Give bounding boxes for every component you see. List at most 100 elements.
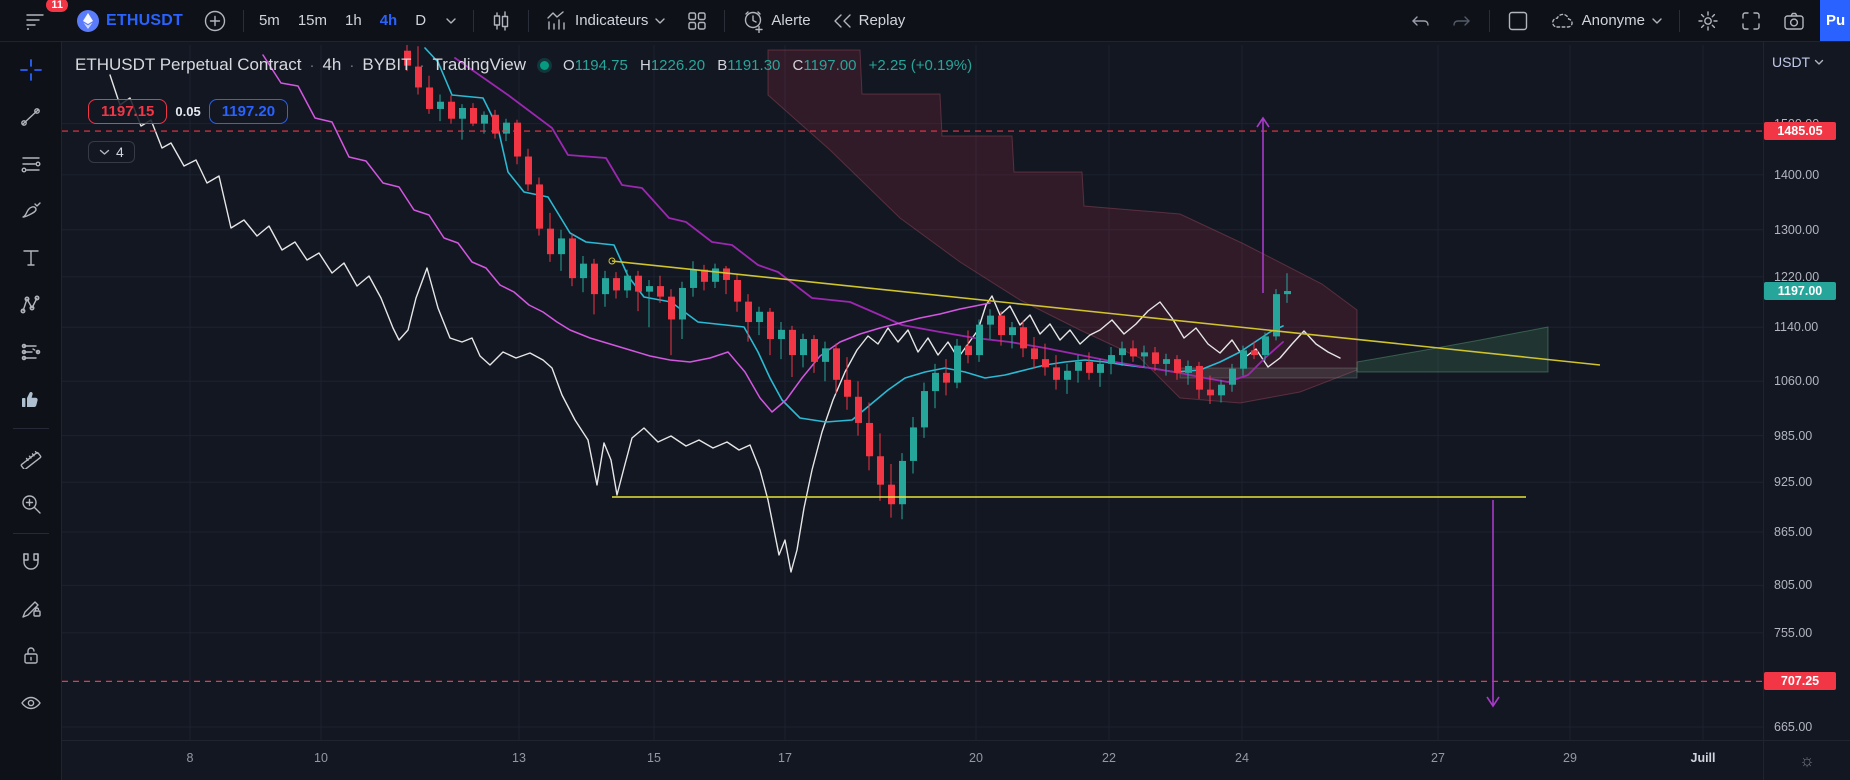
forecast-tool-button[interactable] — [12, 333, 50, 371]
drawing-toolbar — [0, 42, 62, 780]
toolbar-separator — [473, 9, 475, 32]
candle-body — [426, 87, 433, 109]
timeframe-expand-button[interactable] — [435, 6, 467, 36]
candle-body — [1196, 365, 1203, 390]
publish-button[interactable]: Pu — [1820, 0, 1850, 41]
snapshot-button[interactable] — [1772, 6, 1816, 36]
layout-panel-button[interactable] — [1496, 6, 1540, 36]
redo-icon — [1451, 12, 1473, 30]
axis-settings-corner[interactable]: ☼ — [1763, 740, 1850, 780]
compare-add-button[interactable] — [193, 6, 237, 36]
candle-body — [404, 50, 411, 66]
timeframe-4h[interactable]: 4h — [379, 12, 398, 29]
hamburger-menu-icon — [24, 11, 46, 31]
chart-style-button[interactable] — [480, 6, 522, 36]
magnet-tool-button[interactable] — [12, 543, 50, 581]
timeframe-5m[interactable]: 5m — [258, 12, 280, 29]
alert-label: Alerte — [771, 12, 811, 29]
settings-button[interactable] — [1686, 6, 1730, 36]
candle-body — [1240, 350, 1247, 369]
ohlc-readout: O1194.75 H1226.20 B1191.30 C1197.00 +2.2… — [563, 56, 973, 74]
candle-body — [701, 269, 708, 282]
trend-line-tool-button[interactable] — [12, 98, 50, 136]
candle-body — [899, 460, 906, 505]
fib-retracement-tool-button[interactable] — [12, 145, 50, 183]
cloud-account-button[interactable]: Anonyme — [1540, 6, 1673, 36]
candle-body — [580, 263, 587, 279]
timeframe-1h[interactable]: 1h — [345, 12, 362, 29]
bars-pattern-dropdown[interactable]: 4 — [88, 141, 135, 163]
text-tool-tool-button[interactable] — [12, 239, 50, 277]
price-tick: 985.00 — [1774, 428, 1813, 443]
descending-trendline[interactable] — [611, 260, 1601, 366]
ruler-tool-button[interactable] — [12, 438, 50, 476]
candle-body — [811, 339, 818, 362]
candle-body — [1273, 294, 1280, 337]
thumb-up-tool-button[interactable] — [12, 380, 50, 418]
alert-button[interactable]: Alerte — [731, 6, 820, 36]
brightness-icon: ☼ — [1799, 750, 1815, 770]
hide-all-tool-button[interactable] — [12, 684, 50, 722]
price-axis[interactable]: USDT 1500.001400.001300.001220.001140.00… — [1763, 42, 1850, 740]
time-axis[interactable]: 8 10 13 15 17 20 22 24 27 29 Juill — [62, 740, 1763, 780]
indicators-button[interactable]: Indicateurs — [535, 6, 676, 36]
kumo-bearish — [767, 49, 1358, 404]
replay-button[interactable]: Replay — [821, 6, 916, 36]
time-tick-15: 15 — [647, 751, 661, 765]
currency-selector[interactable]: USDT — [1772, 54, 1824, 70]
timeframe-15m[interactable]: 15m — [297, 12, 327, 29]
sell-bid-button[interactable]: 1197.15 — [88, 99, 168, 124]
time-tick-29: 29 — [1563, 751, 1577, 765]
toolbar-separator — [1488, 9, 1490, 32]
undo-button[interactable] — [1399, 6, 1441, 36]
candle-body — [459, 107, 466, 119]
top-toolbar: 11 ETHUSDT 5m 15m 1h 4h D — [0, 0, 1850, 42]
timeframe-D[interactable]: D — [415, 12, 427, 29]
price-label-1197.00: 1197.00 — [1764, 282, 1836, 301]
down-arrow[interactable] — [1486, 500, 1500, 708]
candle-body — [789, 329, 796, 356]
cursor-crosshair-tool-button[interactable] — [12, 51, 50, 89]
fullscreen-button[interactable] — [1730, 6, 1772, 36]
symbol-button[interactable]: ETHUSDT — [66, 6, 193, 36]
market-status-dot[interactable] — [540, 60, 550, 70]
candle-body — [998, 315, 1005, 336]
brush-tool-button[interactable] — [12, 192, 50, 230]
trendline-anchor[interactable] — [608, 257, 616, 265]
thumb-up-icon — [19, 387, 43, 411]
candle-body — [1031, 348, 1038, 360]
candlestick-style-icon — [490, 10, 512, 32]
comparison-line — [109, 74, 1341, 573]
drawing-mode-lock-tool-button[interactable] — [12, 590, 50, 628]
zoom-in-tool-button[interactable] — [12, 485, 50, 523]
price-label-707.25: 707.25 — [1764, 672, 1836, 691]
candle-body — [943, 372, 950, 383]
price-tick: 865.00 — [1774, 525, 1813, 539]
candle-body — [1174, 359, 1181, 373]
toolbar-separator — [528, 9, 530, 32]
buy-ask-button[interactable]: 1197.20 — [208, 99, 289, 124]
candle-body — [822, 348, 829, 362]
redo-button[interactable] — [1441, 6, 1483, 36]
plot-area[interactable] — [62, 45, 1763, 740]
grid-layout-icon — [686, 10, 708, 32]
templates-button[interactable] — [676, 6, 718, 36]
ruler-icon — [19, 445, 43, 469]
candle-body — [1141, 352, 1148, 357]
price-tick: 665.00 — [1774, 720, 1813, 735]
up-arrow[interactable] — [1256, 116, 1270, 293]
legend-interval[interactable]: 4h — [322, 55, 342, 74]
legend-title[interactable]: ETHUSDT Perpetual Contract — [75, 55, 302, 74]
cloud-dashed-icon — [1550, 11, 1576, 31]
candle-body — [679, 287, 686, 320]
candle-body — [1251, 350, 1258, 356]
candle-body — [976, 324, 983, 356]
xabcd-pattern-tool-button[interactable] — [12, 286, 50, 324]
candle-body — [492, 114, 499, 134]
main-menu-button[interactable]: 11 — [14, 0, 68, 36]
lock-all-tool-button[interactable] — [12, 637, 50, 675]
sidebar-divider — [12, 428, 49, 429]
candle-body — [1108, 355, 1115, 364]
